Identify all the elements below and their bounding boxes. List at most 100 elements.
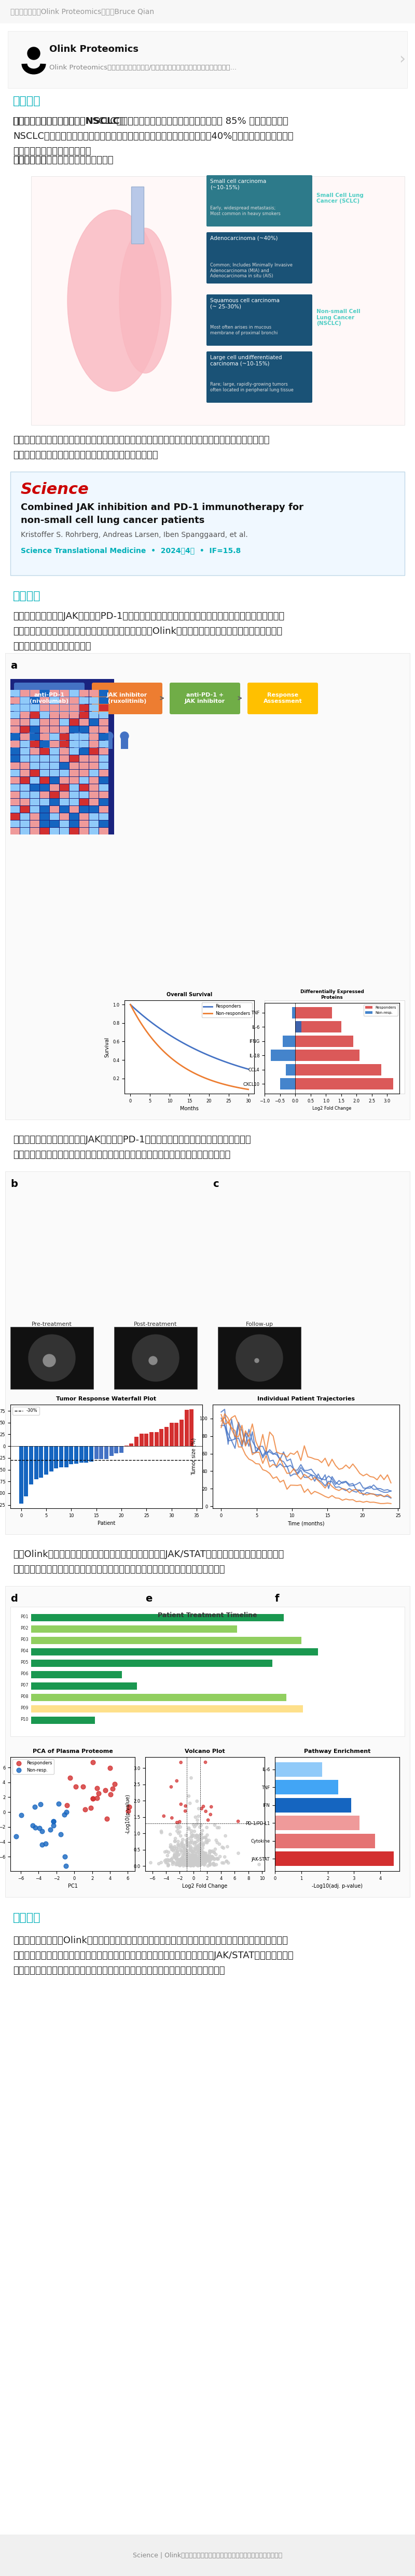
Point	[190, 1814, 197, 1855]
Point	[184, 1844, 190, 1886]
Point	[187, 1826, 194, 1868]
Circle shape	[74, 732, 82, 739]
Point	[203, 1819, 210, 1860]
Point	[198, 1844, 204, 1886]
Bar	[50, 770, 59, 775]
Non-resp.	[32, 1806, 39, 1847]
Text: 方癌症治疗领域，免疫治疗作为一种新兴的治疗手段，展现出了巨大的潜力。然而，免疫治疗的效果往往
因人而异，需要精准的生物标志物来预测患者的治疗反应。: 方癌症治疗领域，免疫治疗作为一种新兴的治疗手段，展现出了巨大的潜力。然而，免疫治…	[13, 435, 269, 461]
Point	[189, 1839, 196, 1880]
Point	[189, 1826, 195, 1868]
Point	[182, 1829, 188, 1870]
Point	[195, 1842, 202, 1883]
Point	[197, 1826, 204, 1868]
Point	[178, 1824, 185, 1865]
Bar	[5, 654, 410, 1121]
Text: Kristoffer S. Rohrberg, Andreas Larsen, Iben Spanggaard, et al.: Kristoffer S. Rohrberg, Andreas Larsen, …	[21, 531, 248, 538]
Bar	[70, 778, 79, 783]
Point	[171, 1821, 178, 1862]
Point	[202, 1842, 208, 1883]
Point	[168, 1767, 174, 1808]
Bar	[44, 1445, 48, 1473]
Bar	[79, 726, 89, 734]
Responders	[246, 1054, 251, 1084]
-30%	[19, 1445, 24, 1476]
Text: anti-PD-1 +
JAK inhibitor: anti-PD-1 + JAK inhibitor	[185, 693, 225, 703]
Circle shape	[43, 732, 51, 739]
Point	[216, 1824, 223, 1865]
Bar	[20, 806, 29, 811]
Point	[173, 1806, 180, 1847]
Point	[197, 1837, 203, 1878]
Bar	[99, 1445, 103, 1458]
Non-resp.	[61, 1837, 68, 1878]
Point	[197, 1844, 203, 1886]
Text: Pre-treatment: Pre-treatment	[32, 1321, 72, 1327]
Bar	[20, 791, 29, 799]
Title: Pathway Enrichment: Pathway Enrichment	[304, 1749, 371, 1754]
Bar	[50, 726, 59, 734]
Point	[235, 1801, 242, 1842]
Point	[191, 1811, 198, 1852]
Bar	[185, 1409, 188, 1445]
Bar	[275, 1780, 338, 1795]
X-axis label: Log2 Fold Change: Log2 Fold Change	[182, 1883, 227, 1888]
Point	[192, 1829, 198, 1870]
Point	[185, 1842, 191, 1883]
Point	[195, 1844, 201, 1886]
Point	[211, 1832, 217, 1873]
Circle shape	[255, 1358, 259, 1363]
Point	[198, 1837, 204, 1878]
Bar	[105, 739, 112, 750]
Point	[190, 1844, 196, 1886]
Point	[188, 1821, 194, 1862]
Point	[166, 1839, 172, 1880]
Bar	[60, 791, 69, 799]
Point	[211, 1839, 218, 1880]
Bar	[70, 747, 79, 755]
Point	[192, 1821, 199, 1862]
Point	[199, 1834, 206, 1875]
Bar	[89, 719, 99, 726]
Point	[185, 1839, 191, 1880]
Point	[172, 1821, 178, 1862]
Point	[196, 1844, 203, 1886]
Text: 可写结论: 可写结论	[13, 1911, 41, 1922]
Bar	[40, 770, 49, 775]
Point	[186, 1834, 192, 1875]
Point	[195, 1842, 201, 1883]
Point	[163, 1842, 169, 1883]
Responders	[236, 1051, 241, 1082]
Bar	[19, 1445, 23, 1504]
Point	[185, 1837, 192, 1878]
Text: P01: P01	[20, 1615, 29, 1620]
Point	[199, 1842, 205, 1883]
Bar	[70, 806, 79, 811]
Point	[183, 1842, 190, 1883]
Point	[222, 1816, 229, 1857]
Point	[206, 1834, 213, 1875]
Non-resp.	[39, 1811, 45, 1852]
Point	[188, 1819, 195, 1860]
Point	[190, 1842, 196, 1883]
Title: PCA of Plasma Proteome: PCA of Plasma Proteome	[32, 1749, 113, 1754]
X-axis label: PC1: PC1	[68, 1883, 78, 1888]
Bar	[60, 783, 69, 791]
Point	[197, 1834, 204, 1875]
Point	[175, 1821, 181, 1862]
Point	[205, 1837, 212, 1878]
Text: 以下文章来源于Olink Proteomics，作者Bruce Qian: 以下文章来源于Olink Proteomics，作者Bruce Qian	[10, 8, 154, 15]
Bar	[50, 747, 59, 755]
Point	[182, 1832, 189, 1873]
Point	[175, 1844, 181, 1886]
Point	[189, 1844, 196, 1886]
Bar	[10, 827, 20, 835]
Bar	[31, 1682, 137, 1690]
Point	[179, 1826, 186, 1868]
Point	[204, 1837, 211, 1878]
Point	[171, 1834, 178, 1875]
Point	[196, 1842, 203, 1883]
Point	[198, 1788, 205, 1829]
Point	[163, 1839, 169, 1880]
FancyBboxPatch shape	[14, 683, 85, 714]
Bar	[5, 1587, 410, 1896]
